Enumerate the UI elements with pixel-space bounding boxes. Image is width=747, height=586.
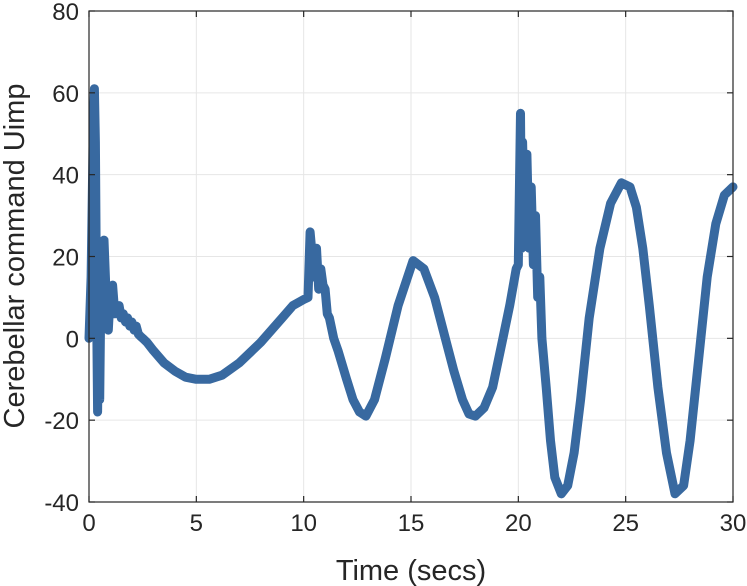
data-series (84, 84, 738, 499)
x-tick-label: 10 (290, 510, 317, 537)
x-axis-label: Time (secs) (336, 555, 486, 586)
y-tick-label: 40 (52, 163, 79, 190)
gridlines (88, 10, 734, 503)
x-tick-label: 30 (720, 510, 747, 537)
x-tick-label: 15 (398, 510, 425, 537)
x-tick-label: 20 (505, 510, 532, 537)
y-axis-label: Cerebellar command Uimp (0, 84, 31, 429)
y-tick-label: -40 (44, 490, 79, 517)
y-tick-label: 0 (66, 326, 79, 353)
axis-ticks (88, 10, 734, 503)
x-tick-label: 0 (82, 510, 95, 537)
series-line (84, 84, 738, 499)
y-tick-label: 60 (52, 81, 79, 108)
y-tick-label: -20 (44, 408, 79, 435)
y-tick-label: 80 (52, 0, 79, 26)
x-tick-label: 25 (612, 510, 639, 537)
x-tick-label: 5 (190, 510, 203, 537)
y-tick-label: 20 (52, 245, 79, 272)
y-tick-labels: -40 -20 0 20 40 60 80 (44, 0, 79, 517)
x-tick-labels: 0 5 10 15 20 25 30 (82, 510, 746, 537)
